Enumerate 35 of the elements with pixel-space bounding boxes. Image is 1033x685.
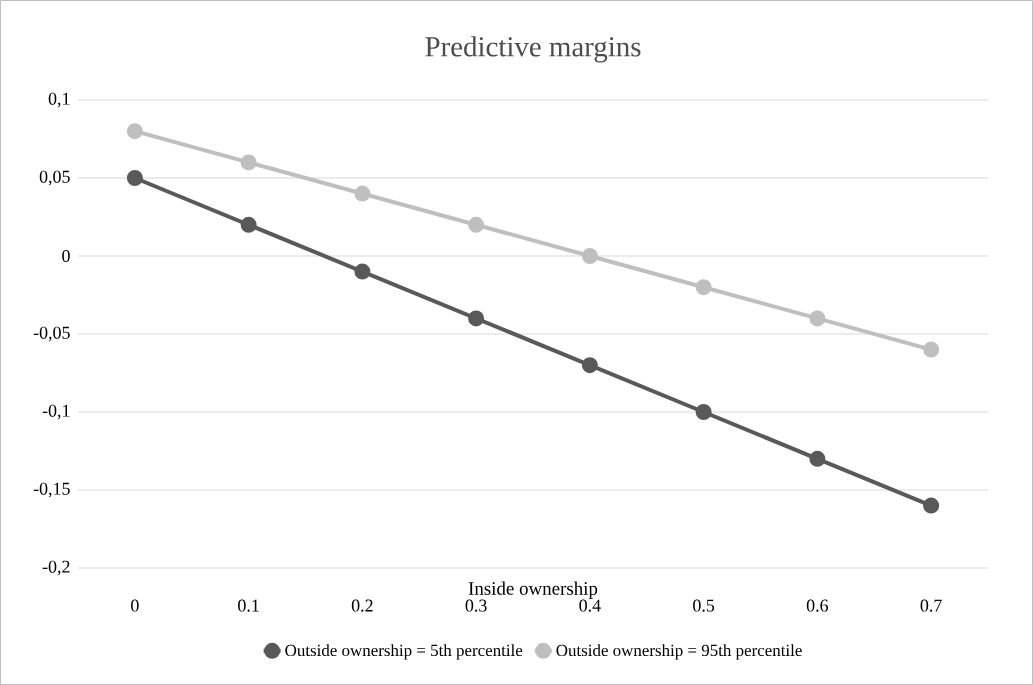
point [695, 404, 712, 420]
point [354, 185, 371, 202]
point [809, 450, 826, 467]
point [695, 279, 712, 296]
point [354, 263, 371, 280]
x-tick-label: 0.1 [238, 599, 259, 612]
point [923, 341, 940, 358]
x-tick-label: 0.3 [465, 599, 487, 612]
x-axis-title: Inside ownership [468, 581, 598, 599]
point [126, 123, 143, 140]
point [240, 216, 257, 233]
y-tick-label: 0 [62, 249, 70, 263]
x-tick-label: 0 [131, 599, 139, 612]
point [240, 154, 257, 171]
y-tick-label: -0,1 [42, 404, 70, 420]
chart-title: Predictive margins [425, 36, 641, 63]
point [923, 497, 940, 514]
y-tick-label: -0,2 [42, 560, 70, 576]
legend-label: Outside ownership = 5th percentile [285, 644, 523, 660]
y-tick-label: -0,05 [33, 326, 70, 342]
legend-label: Outside ownership = 95th percentile [556, 644, 802, 660]
x-tick-label: 0.6 [806, 599, 829, 612]
point [468, 310, 485, 327]
point [581, 357, 598, 374]
y-tick-label: -0,15 [33, 482, 70, 498]
point [809, 310, 826, 327]
x-tick-label: 0.2 [351, 599, 373, 612]
y-tick-label: 0,05 [39, 170, 70, 186]
point [581, 248, 598, 264]
y-tick-label: 0,1 [48, 92, 70, 108]
x-tick-label: 0.5 [693, 599, 715, 612]
x-tick-label: 0.4 [579, 599, 601, 612]
point [468, 216, 485, 233]
point [126, 170, 143, 186]
x-tick-label: 0.7 [920, 599, 942, 612]
